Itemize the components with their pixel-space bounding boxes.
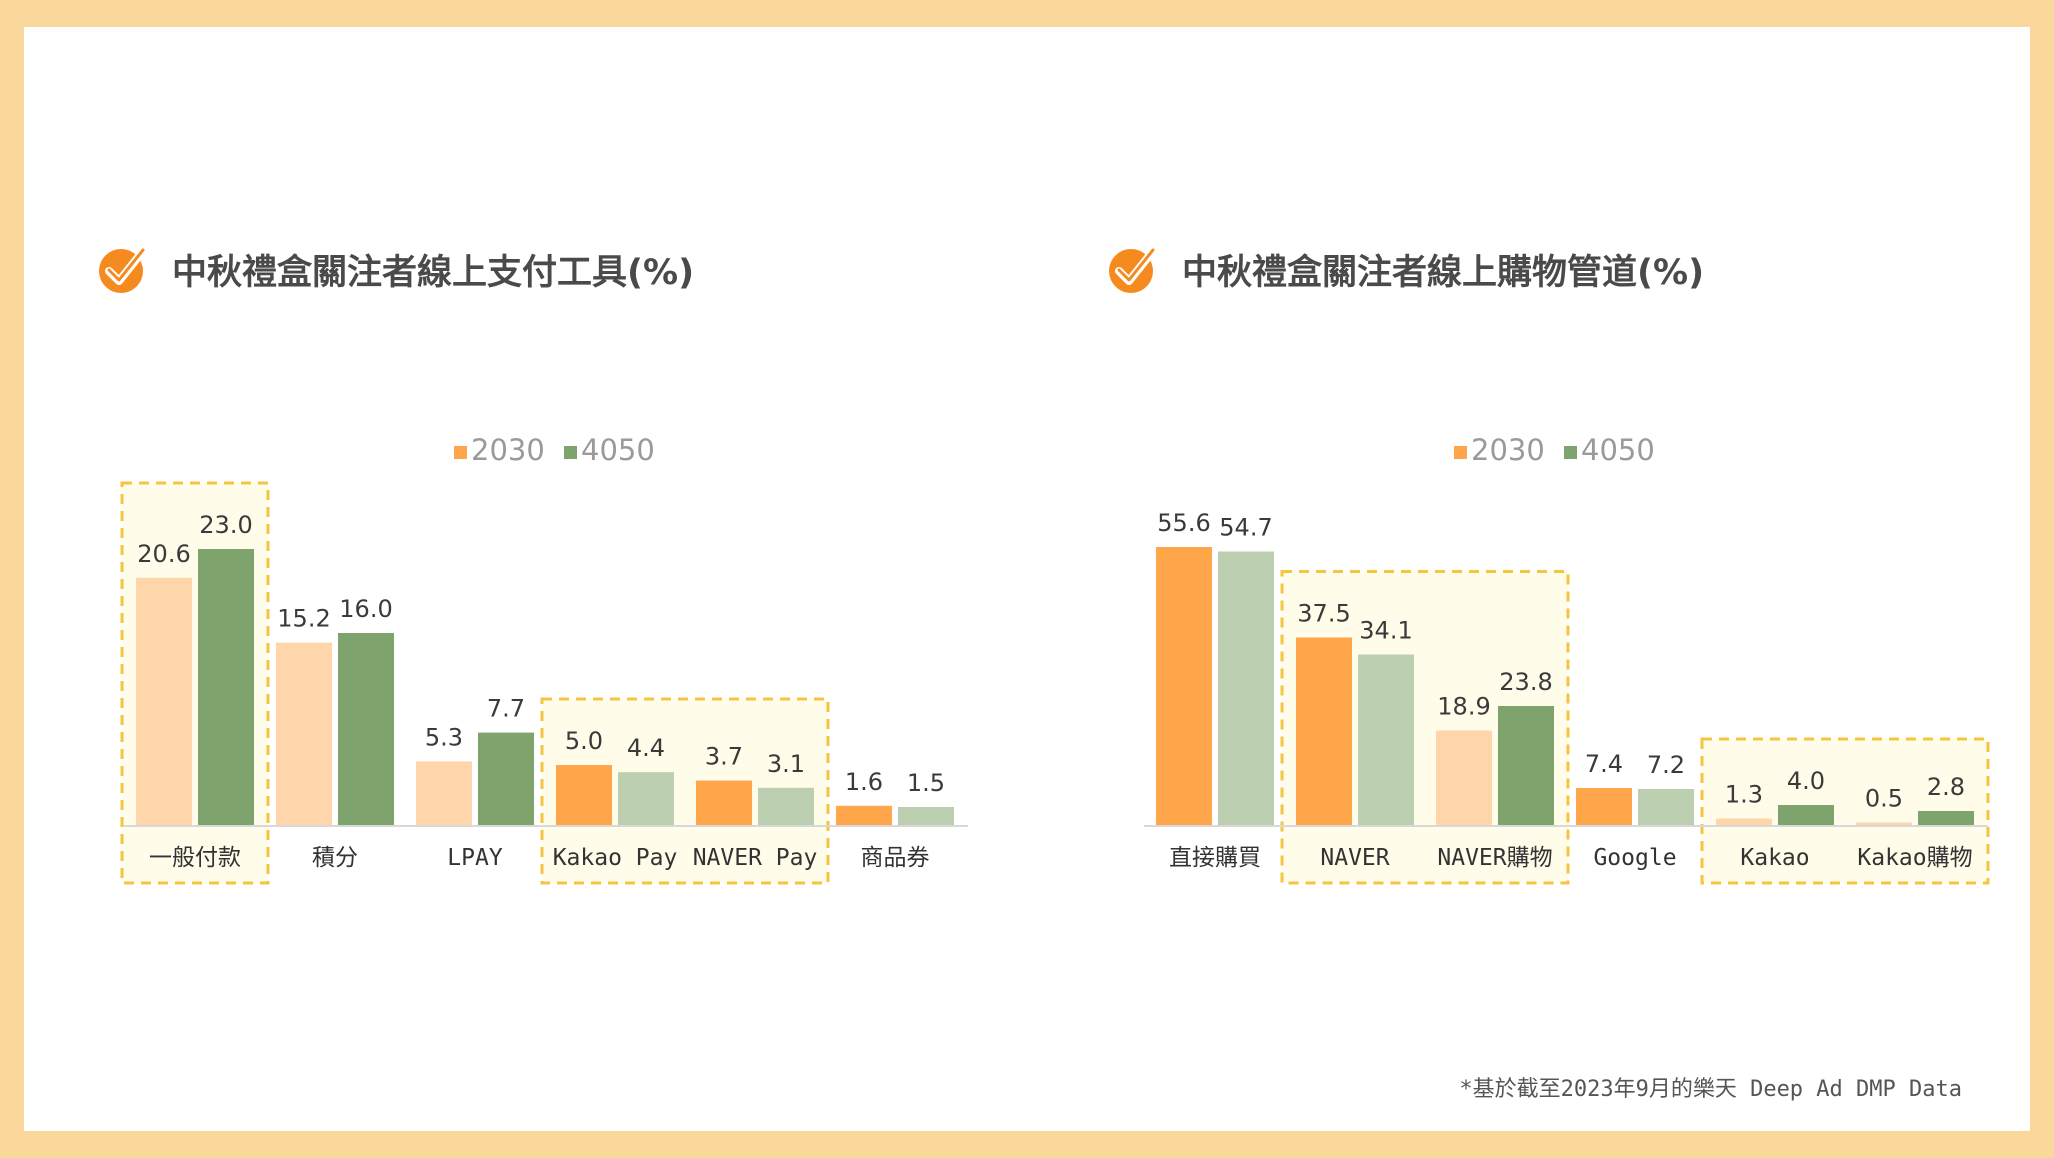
bar-4050 (1498, 706, 1554, 825)
data-label: 54.7 (1219, 514, 1272, 542)
data-label: 7.4 (1585, 750, 1623, 778)
category-label: 商品券 (861, 845, 930, 871)
slide-frame: 中秋禮盒關注者線上支付工具(%) 2030 4050 20.6 23.0 一般付款 15.… (24, 27, 2030, 1131)
data-source-footnote: *基於截至2023年9月的樂天 Deep Ad DMP Data (1459, 1077, 1962, 1102)
check-circle-icon (1109, 247, 1157, 293)
bar-2030 (136, 577, 192, 825)
bar-2030 (1576, 788, 1632, 825)
data-label: 1.6 (845, 768, 883, 796)
data-label: 4.0 (1787, 767, 1825, 795)
data-label: 5.0 (565, 727, 603, 755)
shopping-channels-panel: 中秋禮盒關注者線上購物管道(%) 2030 4050 55.6 54.7 直接購買 37.… (1034, 27, 2034, 927)
data-label: 20.6 (137, 540, 190, 568)
legend-label: 4050 (581, 433, 655, 467)
data-label: 4.4 (627, 734, 665, 762)
bar-4050 (1218, 551, 1274, 825)
legend-swatch (1454, 446, 1467, 459)
data-label: 7.7 (487, 695, 525, 723)
data-label: 2.8 (1927, 773, 1965, 801)
data-label: 3.1 (767, 750, 805, 778)
legend-swatch (564, 446, 577, 459)
bar-4050 (898, 807, 954, 825)
bar-2030 (1156, 547, 1212, 825)
legend-label: 2030 (471, 433, 545, 467)
check-circle-icon (99, 247, 147, 293)
data-label: 34.1 (1359, 617, 1412, 645)
bar-2030 (836, 805, 892, 825)
data-label: 23.8 (1499, 668, 1552, 696)
shopping-channels-header: 中秋禮盒關注者線上購物管道(%) (1106, 242, 1704, 296)
data-label: 55.6 (1157, 509, 1210, 537)
data-label: 3.7 (705, 743, 743, 771)
legend-label: 2030 (1471, 433, 1545, 467)
chart-legend: 2030 4050 (454, 433, 655, 467)
legend-swatch (454, 446, 467, 459)
bar-4050 (1778, 805, 1834, 825)
bar-4050 (338, 633, 394, 825)
bar-2030 (1716, 818, 1772, 825)
bar-2030 (276, 642, 332, 825)
category-label: 積分 (312, 845, 358, 871)
category-label: Kakao購物 (1857, 845, 1972, 871)
category-label: LPAY (447, 845, 503, 871)
data-label: 1.5 (907, 769, 945, 797)
bar-2030 (1296, 637, 1352, 825)
bar-2030 (1856, 822, 1912, 825)
chart-title: 中秋禮盒關注者線上支付工具(%) (172, 252, 695, 293)
shopping-channels-bar-chart: 2030 4050 55.6 54.7 直接購買 37.5 34.1 NAVER 18.9 23.… (1144, 433, 1990, 885)
category-label: NAVER購物 (1437, 845, 1552, 871)
data-label: 15.2 (277, 605, 330, 633)
bar-2030 (416, 761, 472, 825)
bar-2030 (556, 765, 612, 825)
data-label: 23.0 (199, 511, 252, 539)
bar-2030 (1436, 730, 1492, 825)
category-label: NAVER Pay (693, 845, 818, 871)
payment-tools-panel: 中秋禮盒關注者線上支付工具(%) 2030 4050 20.6 23.0 一般付款 15.… (24, 27, 1024, 927)
data-label: 16.0 (339, 595, 392, 623)
payment-tools-bar-chart: 2030 4050 20.6 23.0 一般付款 15.2 16.0 積分 5.3 7.7 LPAY… (120, 433, 968, 885)
data-label: 7.2 (1647, 751, 1685, 779)
category-label: NAVER (1320, 845, 1389, 871)
category-label: Kakao Pay (553, 845, 678, 871)
data-label: 5.3 (425, 723, 463, 751)
data-label: 18.9 (1437, 693, 1490, 721)
category-label: Kakao (1740, 845, 1809, 871)
payment-tools-header: 中秋禮盒關注者線上支付工具(%) (96, 242, 694, 296)
bar-2030 (696, 780, 752, 825)
category-label: Google (1593, 845, 1676, 871)
bar-4050 (1918, 811, 1974, 825)
data-label: 37.5 (1297, 600, 1350, 628)
legend-swatch (1564, 446, 1577, 459)
category-label: 一般付款 (149, 845, 241, 871)
data-label: 0.5 (1865, 785, 1903, 813)
category-label: 直接購買 (1169, 845, 1261, 871)
bar-4050 (618, 772, 674, 825)
chart-legend: 2030 4050 (1454, 433, 1655, 467)
legend-label: 4050 (1581, 433, 1655, 467)
bar-4050 (478, 732, 534, 825)
bar-4050 (1358, 654, 1414, 825)
data-label: 1.3 (1725, 781, 1763, 809)
bar-4050 (758, 787, 814, 825)
bar-4050 (1638, 789, 1694, 825)
chart-title: 中秋禮盒關注者線上購物管道(%) (1182, 252, 1705, 293)
bar-4050 (198, 549, 254, 825)
